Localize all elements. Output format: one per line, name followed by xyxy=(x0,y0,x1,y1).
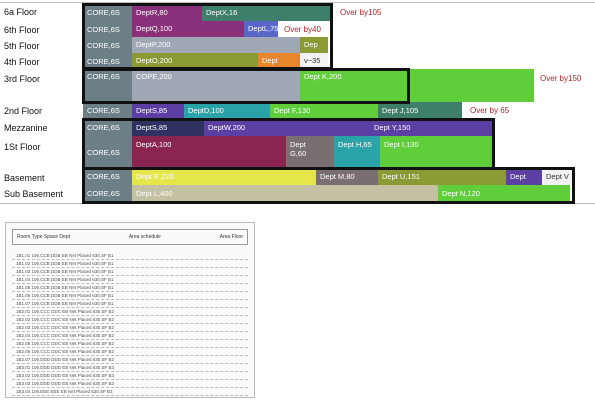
floor-label-6a: 6a Floor xyxy=(4,7,38,17)
block-dept-d: DeptD,100 xyxy=(184,102,270,119)
block-dept-u: Dept U,151 xyxy=(378,168,506,185)
floor-label-5: 5th Floor xyxy=(4,41,40,51)
document-header-left: Room Type Space Dept xyxy=(17,234,70,240)
table-row: 1B1.06 106.CCB DDB EB Net Placed 630.SF … xyxy=(12,291,248,300)
block-dept-l: DeptL,75 xyxy=(244,21,278,37)
block-dept-s-mz: DeptS,85 xyxy=(132,119,204,136)
core-mz: CORE,6S xyxy=(83,119,132,136)
table-row: 1B2.04 106.CCC DDC EB Net Placed 630.SF … xyxy=(12,331,248,340)
block-dept-y: Dept Y,150 xyxy=(370,119,494,136)
block-dep: Dep xyxy=(300,37,328,53)
block-dept-h: Dept H,65 xyxy=(334,136,380,168)
table-row: 1B1.01 106.CCB DDB EB Net Placed 630.SF … xyxy=(12,251,248,260)
block-dept-s-2: DeptS,85 xyxy=(132,102,184,119)
table-row: 1B1.07 106.CCB DDB EB Net Placed 630.SF … xyxy=(12,299,248,308)
block-dept-l-sb: Dept L,400 xyxy=(132,185,438,202)
floor-label-3: 3rd Floor xyxy=(4,74,41,84)
outline-middle xyxy=(82,68,410,104)
table-row: 1B2.07 106.DDD DDD EB Net Placed 630.SF … xyxy=(12,355,248,364)
table-row: 1B1.02 106.CCB DDB EB Net Placed 630.SF … xyxy=(12,259,248,268)
table-row: 1B1.05 106.CCB DDB EB Net Placed 630.SF … xyxy=(12,283,248,292)
note-6a-over: Over by105 xyxy=(340,8,382,17)
core-6a: CORE,6S xyxy=(83,4,132,21)
block-dept-f: Dept F,130 xyxy=(270,102,378,119)
block-dept-q: DeptQ,100 xyxy=(132,21,244,37)
core-3: CORE,6S xyxy=(83,69,132,102)
document-header: Room Type Space Dept Area schedule Area … xyxy=(12,229,248,245)
block-dept-k: Dept K,200 xyxy=(300,69,534,102)
block-dept-g-line2: G,60 xyxy=(290,148,307,158)
table-row: 1B1.04 106.CCB DDB EB Net Placed 630.SF … xyxy=(12,275,248,284)
note-6-over: Over by40 xyxy=(284,25,321,34)
block-dept-g-line1: Dept xyxy=(290,140,306,149)
floor-label-6: 6th Floor xyxy=(4,25,40,35)
block-dept-j: Dept J,105 xyxy=(378,102,462,119)
block-dept-a: DeptA,100 xyxy=(132,136,286,168)
block-dept-p: DeptP,200 xyxy=(132,37,300,53)
table-row: 1B3.02 106.DDD DDD EB Net Placed 630.SF … xyxy=(12,371,248,380)
floor-label-2: 2nd Floor xyxy=(4,106,43,116)
block-v35: v~35 xyxy=(300,53,328,69)
table-row: 1B2.01 106.CCC DDC EB Net Placed 630.SF … xyxy=(12,307,248,316)
floor-label-1: 1St Floor xyxy=(4,142,41,152)
core-5: CORE,6S xyxy=(83,37,132,53)
floor-label-4: 4th Floor xyxy=(4,57,40,67)
floor-label-mz: Mezzanine xyxy=(4,123,48,133)
block-dept-v: Dept V xyxy=(542,168,572,185)
block-dept-w: DeptW,200 xyxy=(204,119,370,136)
table-row: 1B2.05 106.CCC DDC EB Net Placed 630.SF … xyxy=(12,339,248,348)
core-b: CORE,6S xyxy=(83,168,132,185)
note-2-over: Over by 65 xyxy=(470,106,510,115)
table-row: 1B2.03 106.CCC DDC EB Net Placed 630.SF … xyxy=(12,323,248,332)
block-dept-n: Dept N,120 xyxy=(438,185,570,202)
table-row: 1B2.02 106.CCC DDC EB Net Placed 630.SF … xyxy=(12,315,248,324)
block-dept-violet: Dept xyxy=(506,168,542,185)
document-header-right: Area Floor xyxy=(219,234,243,240)
block-dept-i: Dept I,130 xyxy=(380,136,492,168)
table-row: 1B3.01 106.DDD DDD EB Net Placed 630.SF … xyxy=(12,363,248,372)
block-dept-m: Dept M,80 xyxy=(316,168,378,185)
table-row: 1B2.06 106.CCC DDC EB Net Placed 630.SF … xyxy=(12,347,248,356)
block-cope: COPE,200 xyxy=(132,69,300,102)
area-schedule-document: Room Type Space Dept Area schedule Area … xyxy=(5,222,255,398)
divider-top xyxy=(0,2,595,3)
block-dept-e: Dept E,220 xyxy=(132,168,316,185)
outline-basement xyxy=(82,167,575,204)
core-2: CORE,6S xyxy=(83,102,132,119)
block-dept-o: DeptO,200 xyxy=(132,53,258,69)
table-row: 1B3.04 106.EEE EEE EB Net Placed 630.SF … xyxy=(12,387,248,396)
block-dept-r: DeptR,80 xyxy=(132,4,202,21)
core-6: CORE,6S xyxy=(83,21,132,37)
outline-upper xyxy=(82,3,333,70)
block-dept-x: DeptX,16 xyxy=(202,4,332,21)
table-row: 1B3.03 106.DDD DDD EB Net Placed 630.SF … xyxy=(12,379,248,388)
floor-label-b: Basement xyxy=(4,173,45,183)
document-header-title: Area schedule xyxy=(128,234,161,240)
note-3-over: Over by150 xyxy=(540,74,582,83)
block-dept-orange: Dept xyxy=(258,53,300,69)
core-sb: CORE,6S xyxy=(83,185,132,202)
core-1: CORE,6S xyxy=(83,136,132,168)
floor-label-sb: Sub Basement xyxy=(4,189,64,199)
table-row: 1B1.03 106.CCB DDB EB Net Placed 630.SF … xyxy=(12,267,248,276)
block-dept-g: Dept G,60 xyxy=(286,136,334,168)
core-4: CORE,6S xyxy=(83,53,132,69)
outline-lower xyxy=(82,118,495,170)
